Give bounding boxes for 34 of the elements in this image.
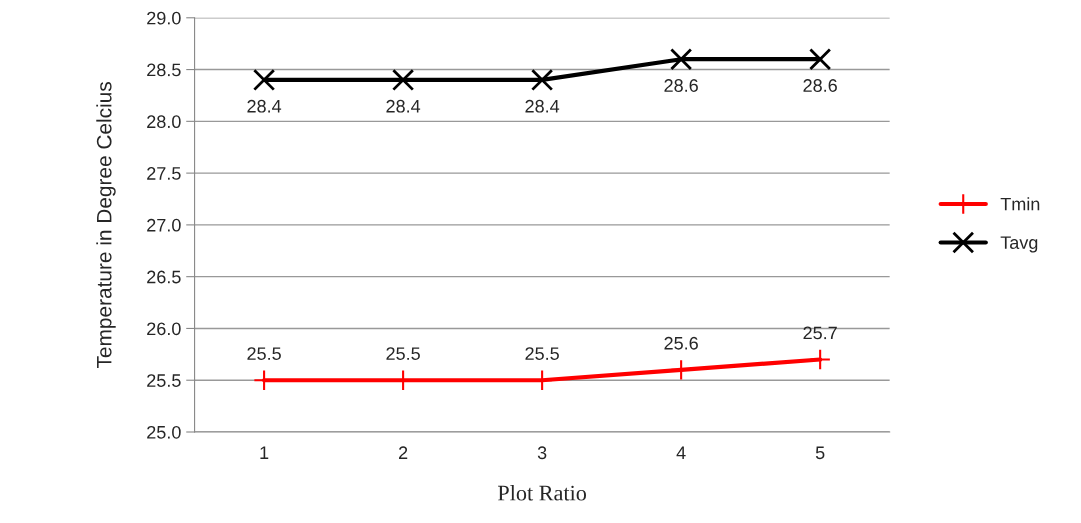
point — [670, 48, 693, 71]
y-axis-title: Temperature in Degree Celcius — [96, 82, 116, 368]
legend-label: Tavg — [1000, 236, 1038, 253]
y-tick-label: 25.0 — [147, 425, 181, 439]
x-tick-label: 4 — [676, 446, 686, 459]
y-tick-label: 27.0 — [147, 218, 181, 232]
y-tick-label: 25.5 — [147, 374, 181, 387]
data-label: 25.5 — [525, 347, 559, 360]
y-tick-label: 29.0 — [147, 11, 181, 25]
data-label: 25.7 — [803, 326, 837, 340]
point — [252, 68, 276, 92]
x-tick-label: 2 — [398, 446, 408, 459]
y-tick-label: 26.5 — [147, 270, 181, 284]
y-tick-label: 27.5 — [147, 167, 181, 180]
y-tick-label: 28.0 — [147, 115, 181, 129]
point — [809, 48, 832, 71]
point — [531, 68, 554, 92]
point — [391, 68, 415, 92]
x-tick-label: 1 — [260, 446, 269, 459]
data-label: 28.6 — [803, 79, 837, 92]
data-label: 28.4 — [386, 99, 421, 113]
data-label: 28.4 — [247, 99, 282, 113]
legend-label: Tmin — [1000, 197, 1040, 211]
point — [809, 348, 831, 371]
y-tick-label: 26.0 — [147, 322, 181, 336]
x-axis-title: Plot Ratio — [498, 484, 587, 501]
x-tick-label: 3 — [537, 446, 547, 460]
x-tick-label: 5 — [815, 446, 825, 460]
data-label: 28.4 — [525, 99, 560, 113]
data-label: 25.6 — [664, 336, 698, 350]
y-tick-label: 28.5 — [147, 63, 181, 77]
data-label: 25.5 — [386, 347, 420, 360]
data-label: 28.6 — [664, 79, 698, 92]
data-label: 25.5 — [247, 347, 281, 360]
